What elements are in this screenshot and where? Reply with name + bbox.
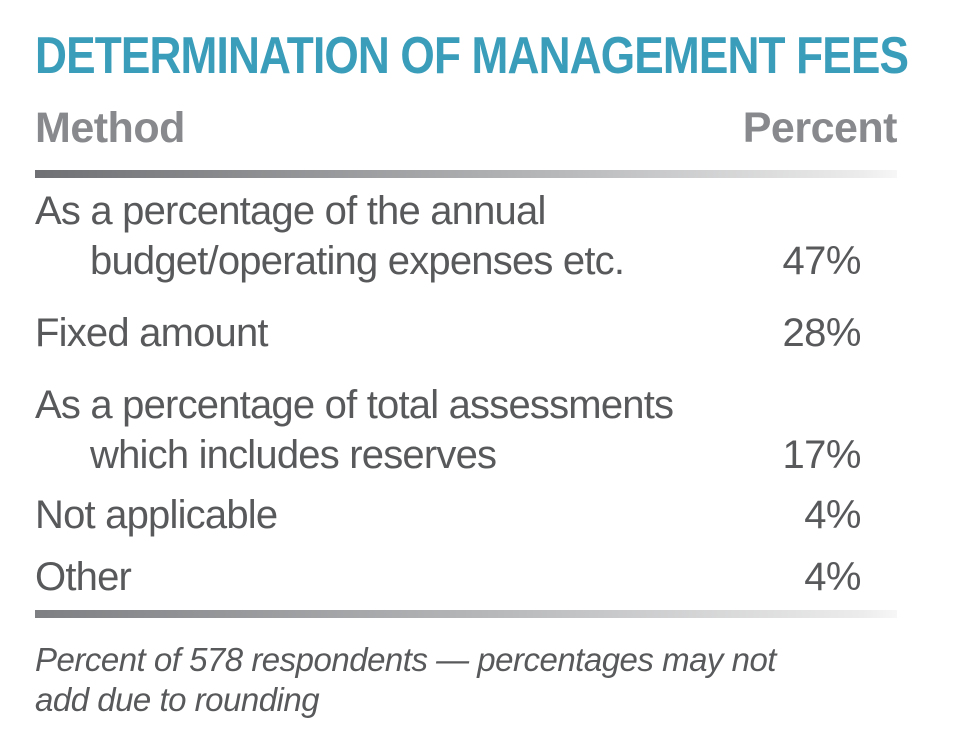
percent-value: 17% <box>782 433 861 477</box>
method-label: Fixed amount <box>35 308 727 358</box>
method-label-line1: Fixed amount <box>35 311 269 355</box>
method-label-line1: As a percentage of the annual <box>35 189 546 233</box>
table-row: Other 4% <box>35 552 897 602</box>
method-label: As a percentage of the annual budget/ope… <box>35 186 727 286</box>
method-label-line1: As a percentage of total assessments <box>35 383 674 427</box>
column-header-percent: Percent <box>742 104 898 152</box>
method-label: Not applicable <box>35 490 727 540</box>
table-row: As a percentage of the annual budget/ope… <box>35 186 897 286</box>
method-label: As a percentage of total assessments whi… <box>35 380 727 480</box>
page-title-text: DETERMINATION OF MANAGEMENT FEES <box>35 27 909 85</box>
footnote: Percent of 578 respondents — percentages… <box>35 640 897 720</box>
method-label: Other <box>35 552 727 602</box>
table-body: As a percentage of the annual budget/ope… <box>35 186 897 602</box>
method-label-line2: budget/operating expenses etc. <box>90 239 625 283</box>
table-row: As a percentage of total assessments whi… <box>35 380 897 480</box>
table-row: Not applicable 4% <box>35 490 897 540</box>
percent-value: 47% <box>782 239 861 283</box>
method-label-line2: which includes reserves <box>90 433 497 477</box>
table-row: Fixed amount 28% <box>35 308 897 358</box>
table-header-row: Method Percent <box>35 104 898 152</box>
footnote-line2: add due to rounding <box>35 681 320 718</box>
percent-value: 4% <box>804 493 861 537</box>
content-area: DETERMINATION OF MANAGEMENT FEES Method … <box>35 30 909 720</box>
footnote-line1: Percent of 578 respondents — percentages… <box>35 641 776 678</box>
divider-bottom-rule <box>35 610 897 618</box>
divider-top-rule <box>35 170 897 178</box>
method-label-line1: Other <box>35 555 132 599</box>
percent-value: 4% <box>804 555 861 599</box>
percent-value: 28% <box>782 311 861 355</box>
column-header-method: Method <box>35 104 185 152</box>
page-title: DETERMINATION OF MANAGEMENT FEES <box>35 30 909 82</box>
method-label-line1: Not applicable <box>35 493 278 537</box>
